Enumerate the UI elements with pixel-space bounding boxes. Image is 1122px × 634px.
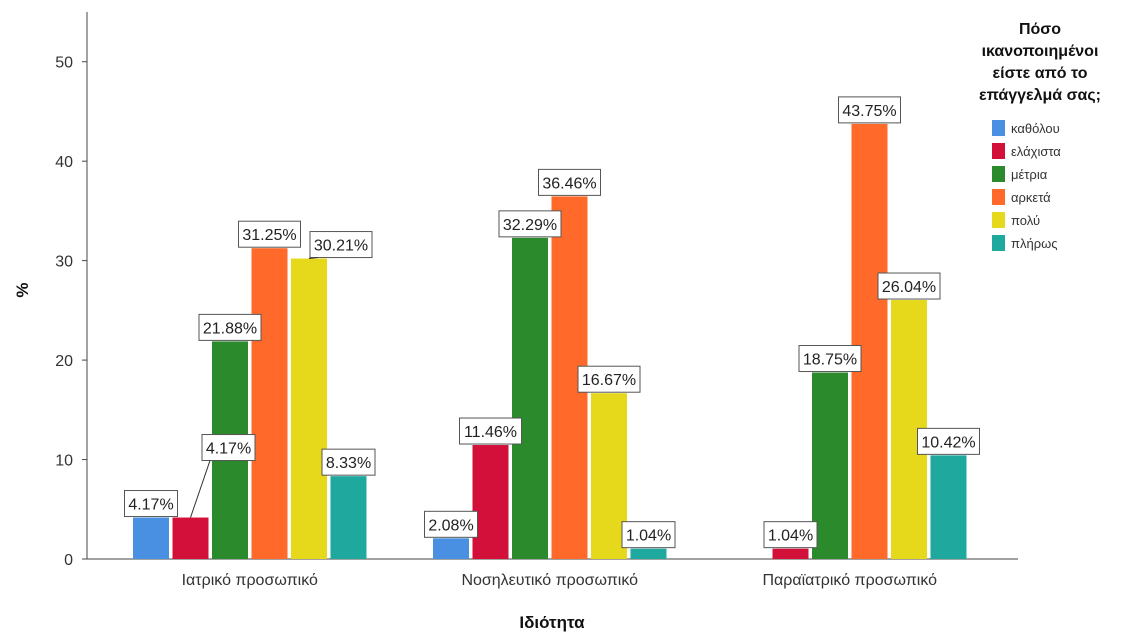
x-category-label: Νοσηλευτικό προσωπικό [461, 572, 638, 589]
data-label: 26.04% [882, 279, 936, 296]
data-label-box [538, 168, 601, 196]
y-tick-label: 50 [55, 55, 73, 72]
data-label: 36.46% [542, 175, 596, 192]
data-label-box [201, 434, 256, 462]
data-label-box [621, 521, 676, 549]
legend-entry: καθόλου [1011, 121, 1060, 136]
legend-entry: αρκετά [1011, 190, 1051, 205]
data-label: 18.75% [803, 352, 857, 369]
data-label-leader [190, 460, 211, 518]
bar [133, 517, 169, 559]
bar [433, 538, 469, 559]
data-label: 4.17% [206, 441, 251, 458]
data-label-box [838, 96, 901, 124]
bar [472, 445, 509, 559]
legend-title: ικανοποιημένοι [982, 43, 1099, 60]
legend: Πόσο ικανοποιημένοι είστε από το επάγγελμά … [979, 21, 1101, 251]
data-label-box [238, 220, 301, 248]
axes: 0 10 20 30 40 50% Ιδιότητα Ιατρικό προσωπικό Νοσ… [13, 12, 1018, 632]
data-label-box [798, 345, 862, 373]
bar [512, 237, 548, 559]
y-tick-label: 40 [55, 154, 73, 171]
data-label-leader [308, 257, 319, 260]
y-tick-label: 10 [55, 453, 73, 470]
data-labels: 4.17% 2.08% 4.17% 11.46% 1.04% 21.88% 32.29% 18… [124, 96, 980, 549]
data-label: 16.67% [582, 372, 636, 389]
bar [630, 548, 667, 559]
legend-swatch [992, 189, 1005, 205]
x-category-label: Ιατρικό προσωπικό [182, 572, 318, 589]
data-label: 11.46% [464, 424, 517, 441]
bar [851, 123, 888, 560]
data-label: 21.88% [203, 320, 257, 337]
data-label: 31.25% [242, 227, 296, 244]
legend-title: επάγγελμά σας; [979, 87, 1101, 104]
data-label-box [763, 521, 818, 549]
data-label-box [321, 448, 376, 476]
data-label-box [124, 490, 178, 518]
x-category-label: Παραϊατρικό προσωπικό [762, 572, 937, 589]
bar [772, 548, 809, 559]
y-tick-label: 20 [55, 353, 73, 370]
legend-entry: πολύ [1011, 213, 1040, 228]
legend-entry: πλήρως [1011, 236, 1058, 251]
legend-swatch [992, 166, 1005, 182]
data-label-box [917, 427, 980, 455]
y-axis-title: % [13, 282, 32, 297]
bar [172, 517, 209, 559]
data-label: 10.42% [921, 434, 975, 451]
bar [812, 372, 848, 559]
legend-entry: μέτρια [1011, 167, 1048, 182]
data-label-box [309, 231, 373, 259]
data-label: 32.29% [503, 217, 557, 234]
data-label-box [877, 272, 941, 300]
data-label: 8.33% [326, 455, 371, 472]
bar [930, 455, 967, 559]
data-label-box [459, 417, 522, 445]
data-label-box [424, 510, 478, 538]
bar [291, 258, 327, 559]
legend-title: είστε από το [993, 65, 1088, 82]
bar [330, 476, 367, 559]
legend-entry: ελάχιστα [1011, 144, 1061, 159]
data-label-box [498, 210, 562, 238]
x-axis-title: Ιδιότητα [519, 613, 585, 632]
y-tick-label: 30 [55, 254, 73, 271]
legend-swatch [992, 235, 1005, 251]
legend-swatch [992, 143, 1005, 159]
legend-title: Πόσο [1019, 21, 1061, 38]
y-tick-label: 0 [64, 552, 73, 569]
data-label: 43.75% [842, 103, 896, 120]
legend-swatch [992, 212, 1005, 228]
data-label: 2.08% [428, 517, 473, 534]
bar [591, 393, 627, 559]
data-label-box [198, 313, 262, 341]
data-label: 4.17% [128, 497, 173, 514]
data-label: 1.04% [768, 528, 813, 545]
bar [251, 248, 288, 560]
data-label: 30.21% [314, 238, 368, 255]
legend-swatch [992, 120, 1005, 136]
data-label-box [577, 365, 641, 393]
data-label: 1.04% [626, 528, 671, 545]
